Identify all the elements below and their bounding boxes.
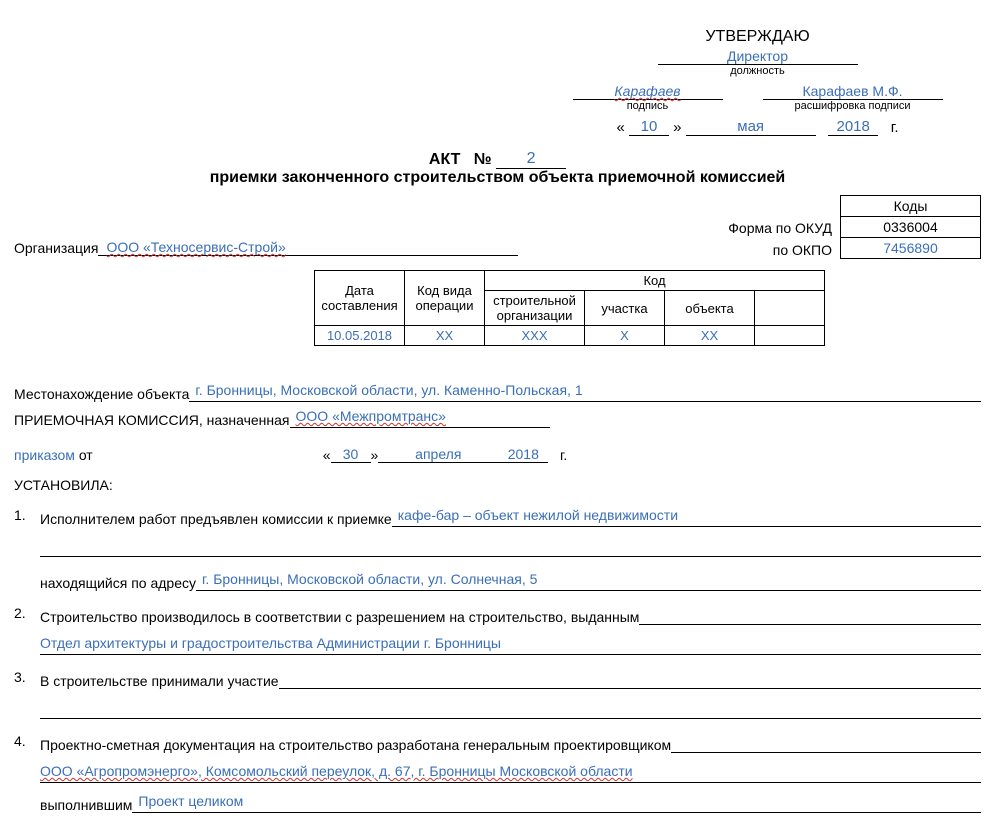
approve-day: 10 [629, 118, 669, 136]
document-page: УТВЕРЖДАЮ Директор должность Карафаев по… [0, 0, 995, 821]
codes-header: Коды [841, 196, 981, 217]
organization-value: ООО «Техносервис-Строй» [98, 239, 518, 256]
meta-c1: XXX [485, 326, 585, 346]
approve-signature: Карафаев [573, 83, 723, 100]
approve-position-label: должность [534, 65, 981, 77]
order-year: 2018 [498, 446, 548, 463]
okpo-value: 7456890 [841, 238, 981, 259]
meta-h-code: Код [485, 271, 825, 291]
p1-value: кафе-бар – объект нежилой недвижимости [392, 507, 981, 527]
approve-year: 2018 [828, 118, 878, 136]
okud-value: 0336004 [841, 217, 981, 238]
meta-h-c2: участка [585, 291, 665, 326]
approve-position: Директор [658, 48, 858, 65]
approve-decryption-label: расшифровка подписи [763, 100, 943, 112]
commission-label: ПРИЕМОЧНАЯ КОМИССИЯ, назначенная [14, 412, 290, 428]
p4-tail-label: выполнившим [40, 797, 132, 813]
location-value: г. Бронницы, Московской области, ул. Кам… [189, 382, 981, 402]
approve-date: « 10 » мая 2018 г. [534, 118, 981, 136]
document-subtitle: приемки законченного строительством объе… [14, 169, 981, 187]
approve-title: УТВЕРЖДАЮ [534, 28, 981, 46]
document-title: АКТ № 2 приемки законченного строительст… [14, 150, 981, 187]
commission-value: ООО «Межпромтранс» [290, 408, 550, 428]
approve-decryption: Карафаев М.Ф. [763, 83, 943, 100]
paragraph-4: 4. Проектно-сметная документация на стро… [14, 733, 981, 813]
akt-number: 2 [496, 150, 566, 169]
organization-label: Организация [14, 240, 98, 256]
p1-addr-value: г. Бронницы, Московской области, ул. Сол… [196, 571, 981, 591]
paragraph-3: 3. В строительстве принимали участие [14, 669, 981, 719]
meta-c3: XX [665, 326, 755, 346]
meta-c4 [755, 326, 825, 346]
codes-table: Коды 0336004 7456890 [840, 195, 981, 259]
p3-text: В строительстве принимали участие [40, 673, 279, 689]
meta-table: Дата составления Код вида операции Код с… [314, 270, 825, 346]
p4-value: ООО «Агропромэнерго», Комсомольский пере… [40, 763, 981, 783]
p1-addr-label: находящийся по адресу [40, 575, 196, 591]
location-label: Местонахождение объекта [14, 386, 189, 402]
p4-text: Проектно-сметная документация на строите… [40, 737, 671, 753]
order-day: 30 [331, 446, 371, 463]
approval-block: УТВЕРЖДАЮ Директор должность Карафаев по… [534, 28, 981, 136]
p2-value: Отдел архитектуры и градостроительства А… [40, 635, 981, 655]
approve-signature-label: подпись [573, 100, 723, 112]
location-section: Местонахождение объекта г. Бронницы, Мос… [14, 382, 981, 493]
approve-month: мая [686, 118, 816, 136]
p3-blank [40, 699, 981, 719]
order-month: апреля [378, 446, 498, 463]
paragraph-2: 2. Строительство производилось в соответ… [14, 605, 981, 655]
p4-tail-value: Проект целиком [132, 793, 981, 813]
meta-op: XX [405, 326, 485, 346]
okpo-label: по ОКПО [728, 239, 832, 261]
meta-h-c3: объекта [665, 291, 755, 326]
p1-text: Исполнителем работ предъявлен комиссии к… [40, 511, 392, 527]
established-label: УСТАНОВИЛА: [14, 477, 981, 493]
p2-text: Строительство производилось в соответств… [40, 609, 639, 625]
meta-c2: X [585, 326, 665, 346]
meta-h-c4 [755, 291, 825, 326]
meta-h-date: Дата составления [315, 271, 405, 326]
p1-blank [40, 537, 981, 557]
meta-date: 10.05.2018 [315, 326, 405, 346]
meta-h-opcode: Код вида операции [405, 271, 485, 326]
paragraph-1: 1. Исполнителем работ предъявлен комисси… [14, 507, 981, 591]
order-label: приказом [14, 447, 75, 463]
meta-h-c1: строительной организации [485, 291, 585, 326]
okud-label: Форма по ОКУД [728, 217, 832, 239]
